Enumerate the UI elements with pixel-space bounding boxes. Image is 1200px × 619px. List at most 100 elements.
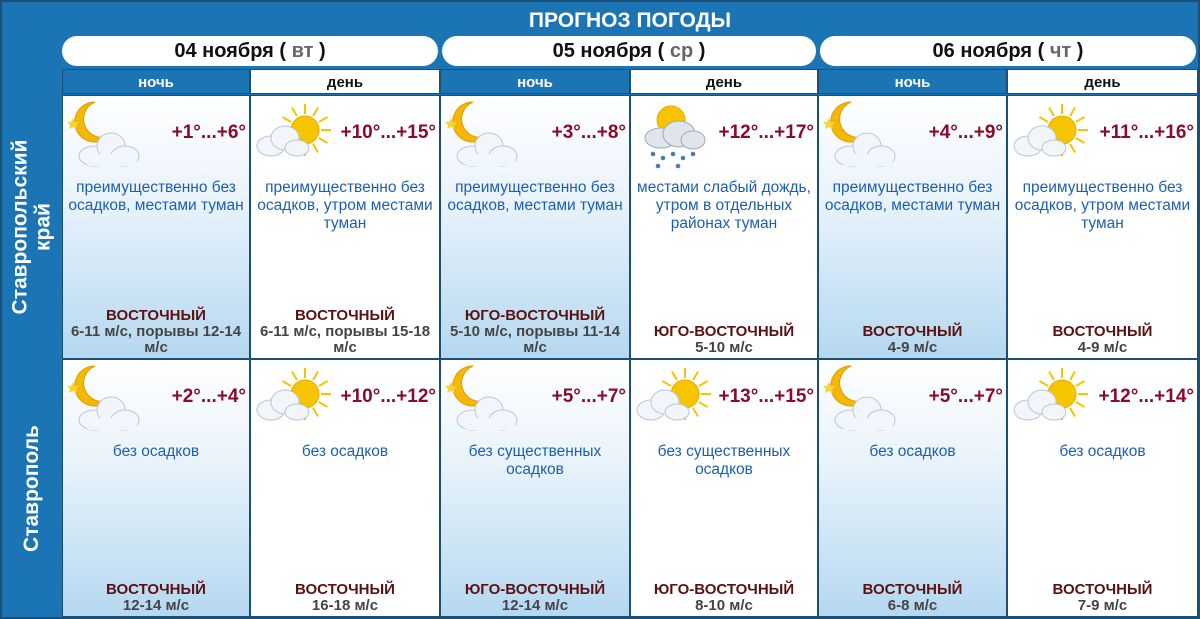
sun-cloud-icon (253, 362, 333, 434)
period-night: ночь (440, 69, 630, 94)
temperature: +3°...+8° (551, 122, 626, 143)
weather-description: без существенных осадков (468, 443, 602, 478)
period-day: день (1007, 69, 1198, 94)
row-label-line2: край (31, 203, 55, 251)
wind-speed: 16-18 м/с (311, 597, 379, 614)
weather-description: без осадков (301, 443, 389, 460)
forecast-cell: +3°...+8° преимущественно без осадков, ме… (440, 95, 630, 359)
wind-info: ВОСТОЧНЫЙ 16-18 м/с (251, 582, 439, 614)
moon-cloud-icon (821, 98, 901, 170)
temperature: +10°...+15° (340, 122, 437, 143)
period-day: день (630, 69, 818, 94)
moon-cloud-icon (65, 362, 145, 434)
forecast-cell: +2°...+4° без осадков ВОСТОЧНЫЙ 12-14 м/с (62, 359, 250, 617)
period-day: день (250, 69, 440, 94)
weekday-label: вт (291, 40, 314, 62)
moon-cloud-icon (821, 362, 901, 434)
wind-speed: 12-14 м/с (501, 597, 569, 614)
weather-description: преимущественно без осадков, утром места… (257, 179, 433, 232)
wind-speed: 4-9 м/с (1077, 339, 1128, 356)
wind-info: ЮГО-ВОСТОЧНЫЙ 5-10 м/с, порывы 11-14 м/с (441, 308, 629, 356)
weather-description: преимущественно без осадков, утром места… (1014, 179, 1191, 232)
moon-cloud-icon (443, 98, 523, 170)
weather-description: без осадков (112, 443, 200, 460)
period-night: ночь (818, 69, 1007, 94)
wind-info: ВОСТОЧНЫЙ 6-11 м/с, порывы 12-14 м/с (63, 308, 249, 356)
weekday-label: ср (669, 40, 694, 62)
wind-direction: ВОСТОЧНЫЙ (106, 307, 206, 324)
weather-description: местами слабый дождь, утром в отдельных … (637, 179, 811, 232)
weather-description: без осадков (869, 443, 956, 460)
sun-cloud-icon (1010, 98, 1090, 170)
wind-info: ВОСТОЧНЫЙ 7-9 м/с (1008, 582, 1197, 614)
forecast-cell: +4°...+9° преимущественно без осадков, ме… (818, 95, 1007, 359)
temperature: +11°...+16° (1099, 122, 1194, 143)
temperature: +1°...+6° (171, 122, 246, 143)
wind-speed: 8-10 м/с (695, 597, 753, 614)
wind-direction: ВОСТОЧНЫЙ (106, 581, 206, 598)
wind-info: ЮГО-ВОСТОЧНЫЙ 12-14 м/с (441, 582, 629, 614)
wind-direction: ВОСТОЧНЫЙ (295, 581, 395, 598)
temperature: +5°...+7° (551, 386, 626, 407)
page-title: ПРОГНОЗ ПОГОДЫ (528, 9, 732, 32)
date-header: 05 ноября ( ср ) (442, 36, 816, 66)
row-label-text: Ставрополь (20, 425, 43, 552)
temperature: +12°...+17° (718, 122, 815, 143)
temperature: +2°...+4° (171, 386, 246, 407)
date-label: 04 ноября (174, 40, 274, 62)
moon-cloud-icon (443, 362, 523, 434)
forecast-cell: +11°...+16° преимущественно без осадков, … (1007, 95, 1198, 359)
sun-cloud-icon (253, 98, 333, 170)
wind-direction: ВОСТОЧНЫЙ (1052, 323, 1153, 340)
wind-info: ЮГО-ВОСТОЧНЫЙ 8-10 м/с (631, 582, 817, 614)
row-label-text: Ставропольский край (8, 140, 54, 315)
wind-info: ВОСТОЧНЫЙ 12-14 м/с (63, 582, 249, 614)
wind-speed: 6-11 м/с, порывы 12-14 м/с (70, 323, 242, 356)
wind-speed: 5-10 м/с (695, 339, 753, 356)
wind-info: ВОСТОЧНЫЙ 4-9 м/с (819, 324, 1006, 356)
wind-direction: ЮГО-ВОСТОЧНЫЙ (653, 581, 795, 598)
forecast-cell: +10°...+12° без осадков ВОСТОЧНЫЙ 16-18 м/с (250, 359, 440, 617)
wind-speed: 7-9 м/с (1077, 597, 1128, 614)
forecast-cell: +12°...+17° местами слабый дождь, утром в… (630, 95, 818, 359)
wind-info: ВОСТОЧНЫЙ 6-8 м/с (819, 582, 1006, 614)
date-label: 06 ноября (932, 40, 1033, 62)
weather-description: преимущественно без осадков, местами тум… (68, 179, 244, 214)
wind-speed: 6-11 м/с, порывы 15-18 м/с (259, 323, 431, 356)
weather-description: без осадков (1059, 443, 1146, 460)
sun-cloud-icon (1010, 362, 1090, 434)
wind-direction: ЮГО-ВОСТОЧНЫЙ (464, 581, 606, 598)
weekday-label: чт (1049, 40, 1072, 62)
row-label-1: Ставрополь (2, 359, 60, 617)
moon-cloud-icon (65, 98, 145, 170)
sun-cloud-icon (633, 362, 713, 434)
forecast-cell: +5°...+7° без существенных осадков ЮГО-ВОС… (440, 359, 630, 617)
date-label: 05 ноября (552, 40, 653, 62)
wind-info: ВОСТОЧНЫЙ 6-11 м/с, порывы 15-18 м/с (251, 308, 439, 356)
wind-info: ВОСТОЧНЫЙ 4-9 м/с (1008, 324, 1197, 356)
date-header: 06 ноября ( чт ) (820, 36, 1196, 66)
forecast-cell: +10°...+15° преимущественно без осадков, … (250, 95, 440, 359)
wind-direction: ВОСТОЧНЫЙ (1052, 581, 1153, 598)
row-label-0: Ставропольский край (2, 95, 60, 359)
forecast-cell: +5°...+7° без осадков ВОСТОЧНЫЙ 6-8 м/с (818, 359, 1007, 617)
temperature: +13°...+15° (718, 386, 815, 407)
temperature: +5°...+7° (928, 386, 1003, 407)
forecast-cell: +13°...+15° без существенных осадков ЮГО-В… (630, 359, 818, 617)
temperature: +12°...+14° (1098, 386, 1195, 407)
wind-direction: ВОСТОЧНЫЙ (862, 323, 963, 340)
forecast-cell: +12°...+14° без осадков ВОСТОЧНЫЙ 7-9 м/с (1007, 359, 1198, 617)
weather-description: преимущественно без осадков, местами тум… (824, 179, 1001, 214)
forecast-cell: +1°...+6° преимущественно без осадков, ме… (62, 95, 250, 359)
wind-speed: 6-8 м/с (887, 597, 938, 614)
wind-direction: ВОСТОЧНЫЙ (295, 307, 395, 324)
wind-direction: ЮГО-ВОСТОЧНЫЙ (464, 307, 606, 324)
temperature: +10°...+12° (340, 386, 437, 407)
wind-info: ЮГО-ВОСТОЧНЫЙ 5-10 м/с (631, 324, 817, 356)
date-header: 04 ноября ( вт ) (62, 36, 438, 66)
weather-description: преимущественно без осадков, местами тум… (447, 179, 623, 214)
wind-direction: ЮГО-ВОСТОЧНЫЙ (653, 323, 795, 340)
temperature: +4°...+9° (928, 122, 1003, 143)
row-label-line1: Ставропольский (8, 139, 32, 315)
